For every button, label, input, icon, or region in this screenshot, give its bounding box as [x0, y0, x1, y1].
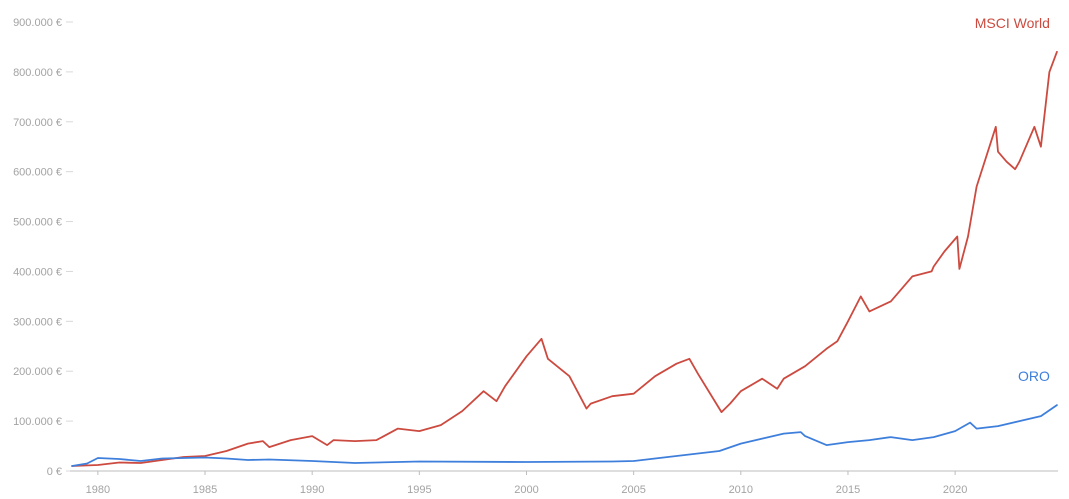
x-tick-label: 2020 — [943, 484, 967, 496]
series-layer — [71, 51, 1058, 467]
y-tick-label: 300.000 € — [13, 316, 62, 328]
y-tick-label: 400.000 € — [13, 266, 62, 278]
x-tick-label: 2005 — [621, 484, 645, 496]
series-labels: MSCI World ORO — [975, 15, 1050, 384]
y-tick-label: 800.000 € — [13, 67, 62, 79]
series-label-msci-world: MSCI World — [975, 15, 1050, 31]
x-tick-label: 2000 — [514, 484, 538, 496]
x-tick-label: 1990 — [300, 484, 324, 496]
x-tick-label: 1985 — [193, 484, 217, 496]
y-tick-label: 0 € — [47, 466, 62, 478]
y-tick-label: 600.000 € — [13, 167, 62, 179]
y-tick-label: 200.000 € — [13, 366, 62, 378]
series-label-oro: ORO — [1018, 368, 1050, 384]
x-tick-label: 2015 — [836, 484, 860, 496]
x-tick-label: 2010 — [729, 484, 753, 496]
y-tick-label: 900.000 € — [13, 17, 62, 29]
y-tick-label: 700.000 € — [13, 117, 62, 129]
x-axis: 1980 1985 1990 1995 2000 2005 2010 2015 2020 — [70, 470, 1058, 496]
y-axis: 0 € 100.000 € 200.000 € 300.000 € 400.000 € 5… — [13, 17, 73, 478]
x-tick-label: 1980 — [86, 484, 110, 496]
series-line-msci-world — [71, 51, 1058, 467]
y-tick-label: 100.000 € — [13, 416, 62, 428]
y-tick-label: 500.000 € — [13, 217, 62, 229]
series-line-oro — [71, 404, 1058, 467]
x-tick-label: 1995 — [407, 484, 431, 496]
